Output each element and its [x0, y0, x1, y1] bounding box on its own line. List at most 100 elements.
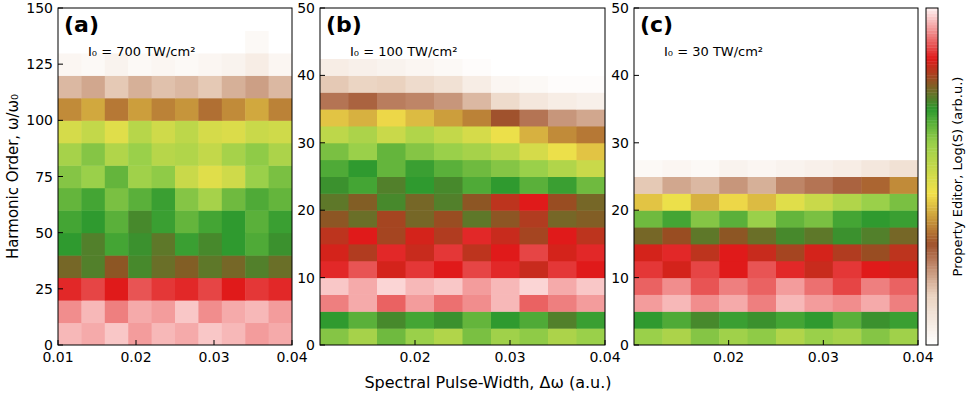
heatmap-cell — [833, 227, 862, 244]
heatmap-cell — [577, 227, 606, 244]
heatmap-cell — [833, 294, 862, 311]
y-tick — [634, 142, 639, 143]
heatmap-cell — [349, 210, 378, 227]
heatmap-cell — [804, 59, 833, 76]
heatmap-cell — [861, 126, 890, 143]
heatmap-cell — [719, 210, 748, 227]
heatmap-cell — [406, 75, 435, 92]
heatmap-cell — [320, 92, 349, 109]
heatmap-cell — [406, 25, 435, 42]
colorbar-step — [926, 129, 938, 132]
heatmap-cell — [548, 294, 577, 311]
heatmap-cell — [81, 165, 105, 188]
colorbar-step — [926, 328, 938, 331]
heatmap-cell — [861, 261, 890, 278]
heatmap-cell — [434, 92, 463, 109]
heatmap-cell — [719, 261, 748, 278]
heatmap-cell — [58, 188, 82, 211]
heatmap-cell — [105, 98, 129, 121]
heatmap-cell — [833, 92, 862, 109]
colorbar-step — [926, 308, 938, 311]
heatmap-cell — [577, 160, 606, 177]
colorbar-step — [926, 261, 938, 264]
heatmap-cell — [691, 328, 720, 345]
heatmap-cell — [105, 8, 129, 31]
heatmap-cell — [349, 311, 378, 328]
heatmap-cell — [463, 143, 492, 160]
heatmap-cell — [406, 193, 435, 210]
heatmap-cell — [520, 227, 549, 244]
heatmap-cell — [377, 278, 406, 295]
heatmap-cell — [520, 311, 549, 328]
heatmap-cell — [890, 193, 918, 210]
x-tick-label: 0.04 — [276, 349, 307, 365]
heatmap-cell — [776, 328, 805, 345]
colorbar-step — [926, 73, 938, 76]
heatmap-cell — [377, 25, 406, 42]
heatmap-cell — [463, 210, 492, 227]
heatmap-cell — [577, 143, 606, 160]
heatmap-cell — [634, 261, 663, 278]
y-tick-label: 20 — [297, 202, 315, 218]
heatmap-cell — [222, 143, 246, 166]
plot-frame — [320, 8, 605, 345]
heatmap-cell — [719, 311, 748, 328]
heatmap-cell — [81, 120, 105, 143]
heatmap-cell — [491, 328, 520, 345]
heatmap-cell — [269, 120, 292, 143]
heatmap-cell — [349, 160, 378, 177]
heatmap-cell — [152, 75, 176, 98]
heatmap-cell — [719, 193, 748, 210]
y-tick — [634, 75, 639, 76]
colorbar-step — [926, 306, 938, 309]
heatmap-cell — [105, 120, 129, 143]
heatmap-cell — [890, 109, 918, 126]
heatmap-cell — [320, 177, 349, 194]
heatmap-cell — [719, 244, 748, 261]
heatmap-cell — [719, 227, 748, 244]
heatmap-cell — [691, 75, 720, 92]
heatmap-cell — [349, 278, 378, 295]
x-tick — [728, 340, 729, 345]
plot-background — [320, 8, 605, 345]
colorbar-step — [926, 123, 938, 126]
heatmap-cell — [890, 227, 918, 244]
heatmap-cell — [577, 59, 606, 76]
heatmap-cell — [269, 165, 292, 188]
heatmap-cell — [491, 193, 520, 210]
heatmap-cell — [105, 323, 129, 345]
heatmap-cell — [406, 160, 435, 177]
heatmap-cell — [377, 92, 406, 109]
heatmap-cell — [152, 165, 176, 188]
colorbar-step — [926, 255, 938, 258]
heatmap-cell — [406, 227, 435, 244]
colorbar-step — [926, 134, 938, 137]
heatmap-cell — [463, 193, 492, 210]
heatmap-cell — [748, 25, 777, 42]
x-tick — [510, 340, 511, 345]
heatmap-cell — [861, 311, 890, 328]
heatmap-cell — [548, 227, 577, 244]
heatmap-cell — [520, 193, 549, 210]
plot-frame — [634, 8, 918, 345]
heatmap-cell — [434, 177, 463, 194]
heatmap-cell — [320, 143, 349, 160]
colorbar-step — [926, 193, 938, 196]
x-tick — [605, 340, 606, 345]
heatmap-cell — [406, 278, 435, 295]
heatmap-cell — [804, 8, 833, 25]
heatmap-cell — [128, 233, 152, 256]
heatmap-cell — [198, 8, 222, 31]
heatmap-cell — [406, 210, 435, 227]
heatmap-cell — [548, 25, 577, 42]
heatmap-cell — [548, 328, 577, 345]
heatmap-cell — [377, 109, 406, 126]
heatmap-cell — [128, 210, 152, 233]
heatmap-cell — [245, 278, 269, 301]
y-tick-label: 30 — [297, 135, 315, 151]
heatmap-cell — [520, 25, 549, 42]
heatmap-cell — [491, 261, 520, 278]
heatmap-cell — [719, 278, 748, 295]
heatmap-cell — [152, 120, 176, 143]
heatmap-cell — [691, 227, 720, 244]
